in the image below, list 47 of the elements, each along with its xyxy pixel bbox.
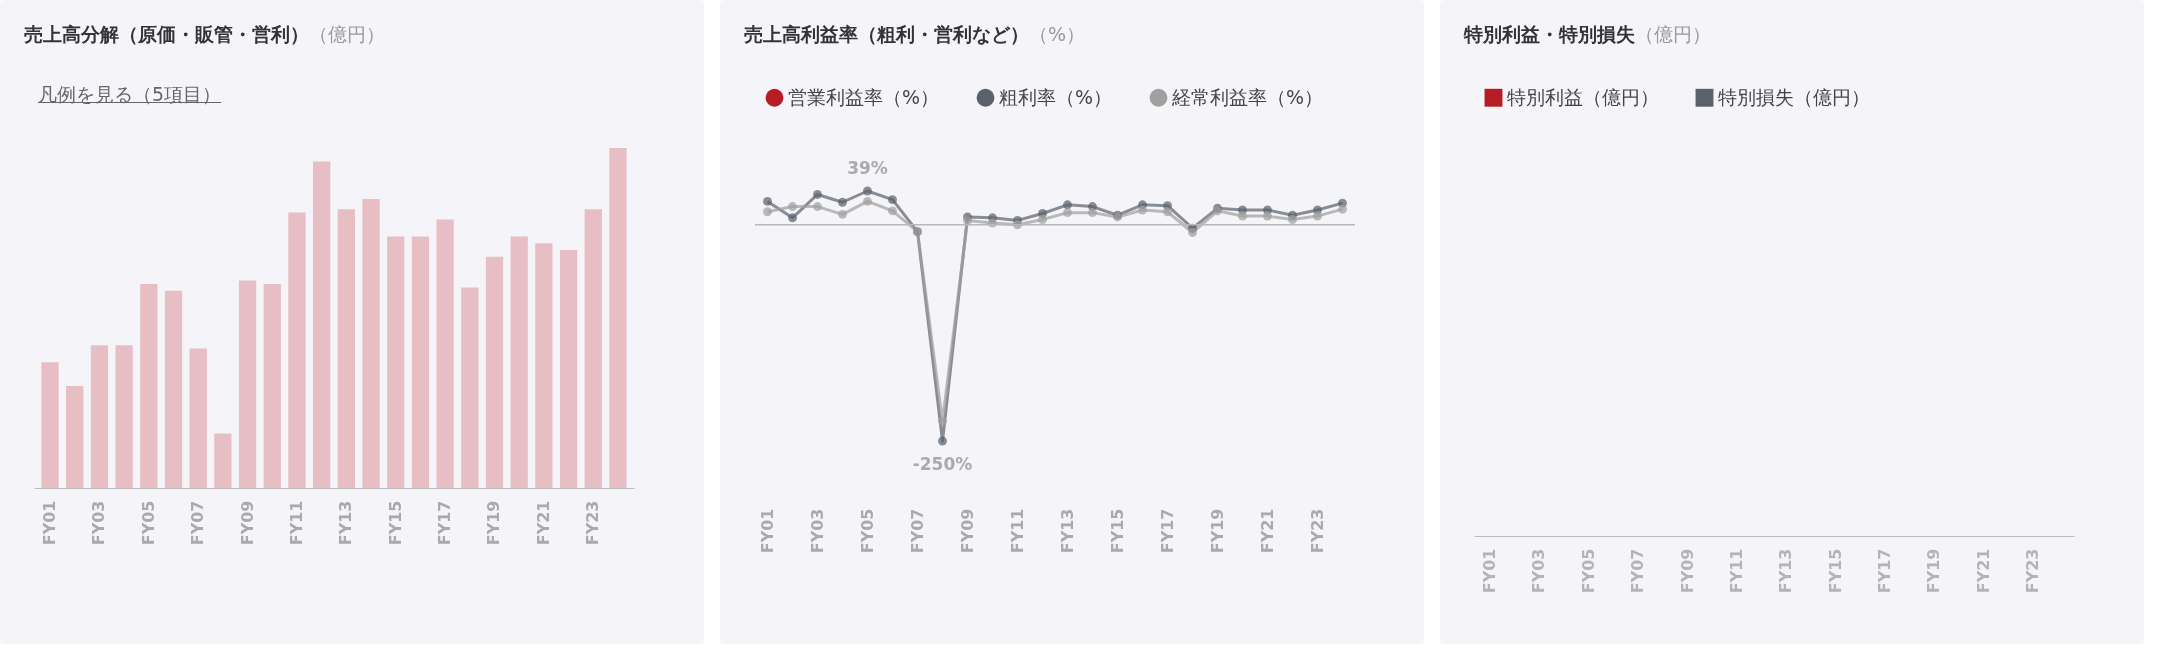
x-tick-label: FY07 bbox=[908, 508, 927, 554]
text: 凡例を見る（5項目） bbox=[38, 82, 222, 107]
x-tick-label: FY09 bbox=[237, 500, 257, 546]
category-label: FY11 bbox=[1726, 548, 1746, 594]
x-tick-label: FY19 bbox=[484, 500, 504, 546]
x-tick-label: FY03 bbox=[808, 508, 827, 554]
category-label: FY01 bbox=[1480, 548, 1500, 594]
category-label: FY17 bbox=[1875, 548, 1895, 594]
x-tick-label: FY23 bbox=[583, 500, 603, 546]
category-label: FY19 bbox=[1924, 548, 1944, 594]
chart-subtitle: （億円） bbox=[309, 23, 385, 45]
category-label: FY15 bbox=[1825, 548, 1845, 594]
x-tick-label: FY11 bbox=[1008, 508, 1027, 554]
category-label: FY07 bbox=[1628, 548, 1648, 594]
x-tick-label: FY01 bbox=[758, 508, 777, 554]
x-tick-label: FY01 bbox=[40, 500, 60, 546]
x-tick-label: FY23 bbox=[1308, 508, 1327, 554]
x-tick-label: FY15 bbox=[385, 500, 405, 546]
x-tick-label: FY11 bbox=[286, 500, 306, 546]
x-tick-label: FY13 bbox=[1058, 508, 1077, 554]
x-tick-label: FY09 bbox=[958, 508, 977, 554]
legend-label: 経常利益率（%） bbox=[1171, 85, 1324, 108]
x-tick-label: FY05 bbox=[858, 508, 877, 554]
x-tick-label: FY05 bbox=[138, 500, 158, 546]
x-tick-label: FY21 bbox=[1258, 508, 1277, 554]
text: （億円） bbox=[1635, 23, 1711, 45]
category-label: FY13 bbox=[1776, 548, 1796, 594]
x-tick-label: FY19 bbox=[1208, 508, 1227, 554]
legend-label: 特別損失（億円） bbox=[1718, 85, 1870, 108]
x-tick-label: FY15 bbox=[1108, 508, 1127, 554]
legend-label: 粗利率（%） bbox=[999, 85, 1113, 108]
x-tick-label: FY13 bbox=[336, 500, 356, 546]
category-label: FY09 bbox=[1677, 548, 1697, 594]
data-label: 39% bbox=[847, 158, 888, 178]
legend-label: 営業利益率（%） bbox=[788, 85, 940, 108]
x-tick-label: FY17 bbox=[435, 500, 455, 546]
legend-label: 特別利益（億円） bbox=[1507, 85, 1659, 108]
chart-subtitle: （%） bbox=[1029, 23, 1086, 45]
x-tick-label: FY21 bbox=[533, 500, 553, 546]
category-label: FY23 bbox=[2023, 548, 2043, 594]
x-tick-label: FY03 bbox=[89, 500, 109, 546]
category-label: FY03 bbox=[1529, 548, 1549, 594]
x-tick-label: FY17 bbox=[1158, 508, 1177, 554]
data-label: -250% bbox=[912, 454, 973, 474]
category-label: FY05 bbox=[1578, 548, 1598, 594]
category-label: FY21 bbox=[1973, 548, 1993, 594]
x-tick-label: FY07 bbox=[188, 500, 208, 546]
